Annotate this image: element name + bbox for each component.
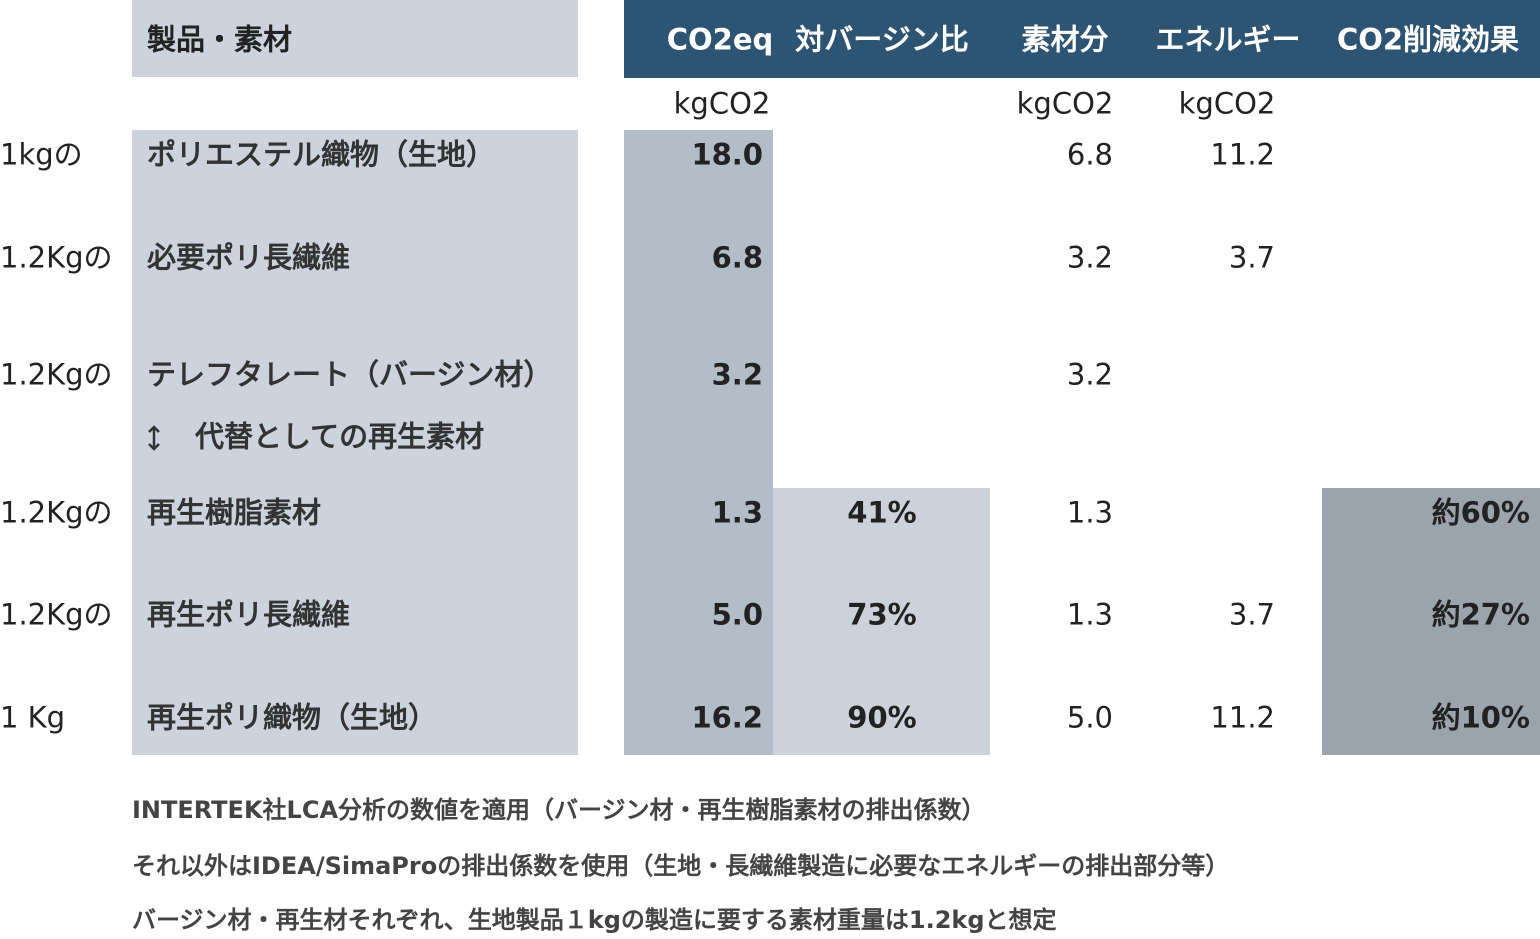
product-name: テレフタレート（バージン材） bbox=[147, 357, 553, 392]
effect-value: 約27% bbox=[1431, 597, 1530, 632]
co2eq-value: 6.8 bbox=[711, 240, 763, 275]
material-value: 1.3 bbox=[1066, 495, 1113, 530]
product-name: 再生ポリ織物（生地） bbox=[147, 700, 438, 735]
product-name: 必要ポリ長繊維 bbox=[147, 240, 351, 275]
co2eq-value: 3.2 bbox=[711, 357, 763, 392]
effect-column-bg bbox=[1322, 488, 1540, 755]
energy-value: 3.7 bbox=[1228, 240, 1275, 275]
substitution-note: 代替としての再生素材 bbox=[195, 419, 485, 454]
row-prefix: 1.2Kgの bbox=[0, 597, 113, 632]
ratio-value: 90% bbox=[847, 700, 917, 735]
co2eq-value: 5.0 bbox=[711, 597, 763, 632]
product-name: 再生ポリ長繊維 bbox=[147, 597, 351, 632]
footnote: INTERTEK社LCA分析の数値を適用（バージン材・再生樹脂素材の排出係数） bbox=[132, 796, 986, 824]
product-name: ポリエステル織物（生地） bbox=[147, 137, 496, 172]
material-value: 3.2 bbox=[1066, 357, 1113, 392]
column-header: CO2eq bbox=[666, 22, 774, 57]
energy-value: 11.2 bbox=[1210, 700, 1275, 735]
row-prefix: 1.2Kgの bbox=[0, 240, 113, 275]
column-header: 対バージン比 bbox=[795, 22, 969, 57]
column-header: CO2削減効果 bbox=[1336, 22, 1520, 57]
unit-label: kgCO2 bbox=[1178, 86, 1276, 121]
column-header-bg bbox=[624, 0, 1540, 78]
material-value: 6.8 bbox=[1066, 137, 1113, 172]
co2eq-value: 18.0 bbox=[691, 137, 763, 172]
product-name: 再生樹脂素材 bbox=[147, 495, 322, 530]
product-header-bg bbox=[132, 0, 578, 77]
ratio-value: 41% bbox=[847, 495, 917, 530]
product-header: 製品・素材 bbox=[147, 22, 293, 57]
footnote: それ以外はIDEA/SimaProの排出係数を使用（生地・長繊維製造に必要なエネ… bbox=[132, 852, 1230, 880]
co2eq-value: 1.3 bbox=[711, 495, 763, 530]
row-prefix: 1 Kg bbox=[0, 700, 66, 735]
energy-value: 11.2 bbox=[1210, 137, 1275, 172]
row-prefix: 1.2Kgの bbox=[0, 357, 113, 392]
unit-label: kgCO2 bbox=[673, 86, 771, 121]
co2eq-column-bg bbox=[624, 130, 773, 755]
material-value: 1.3 bbox=[1066, 597, 1113, 632]
product-column-bg bbox=[132, 130, 578, 755]
ratio-value: 73% bbox=[847, 597, 917, 632]
material-value: 3.2 bbox=[1066, 240, 1113, 275]
energy-value: 3.7 bbox=[1228, 597, 1275, 632]
ratio-column-bg bbox=[773, 488, 990, 755]
footnote: バージン材・再生材それぞれ、生地製品１kgの製造に要する素材重量は1.2kgと想… bbox=[132, 906, 1057, 934]
column-header: エネルギー bbox=[1155, 22, 1301, 57]
unit-label: kgCO2 bbox=[1016, 86, 1114, 121]
effect-value: 約60% bbox=[1431, 495, 1530, 530]
updown-arrow-icon bbox=[148, 425, 160, 451]
effect-value: 約10% bbox=[1431, 700, 1530, 735]
material-value: 5.0 bbox=[1066, 700, 1113, 735]
column-header: 素材分 bbox=[1021, 22, 1109, 57]
row-prefix: 1.2Kgの bbox=[0, 495, 113, 530]
co2eq-value: 16.2 bbox=[691, 700, 763, 735]
row-prefix: 1kgの bbox=[0, 137, 83, 172]
